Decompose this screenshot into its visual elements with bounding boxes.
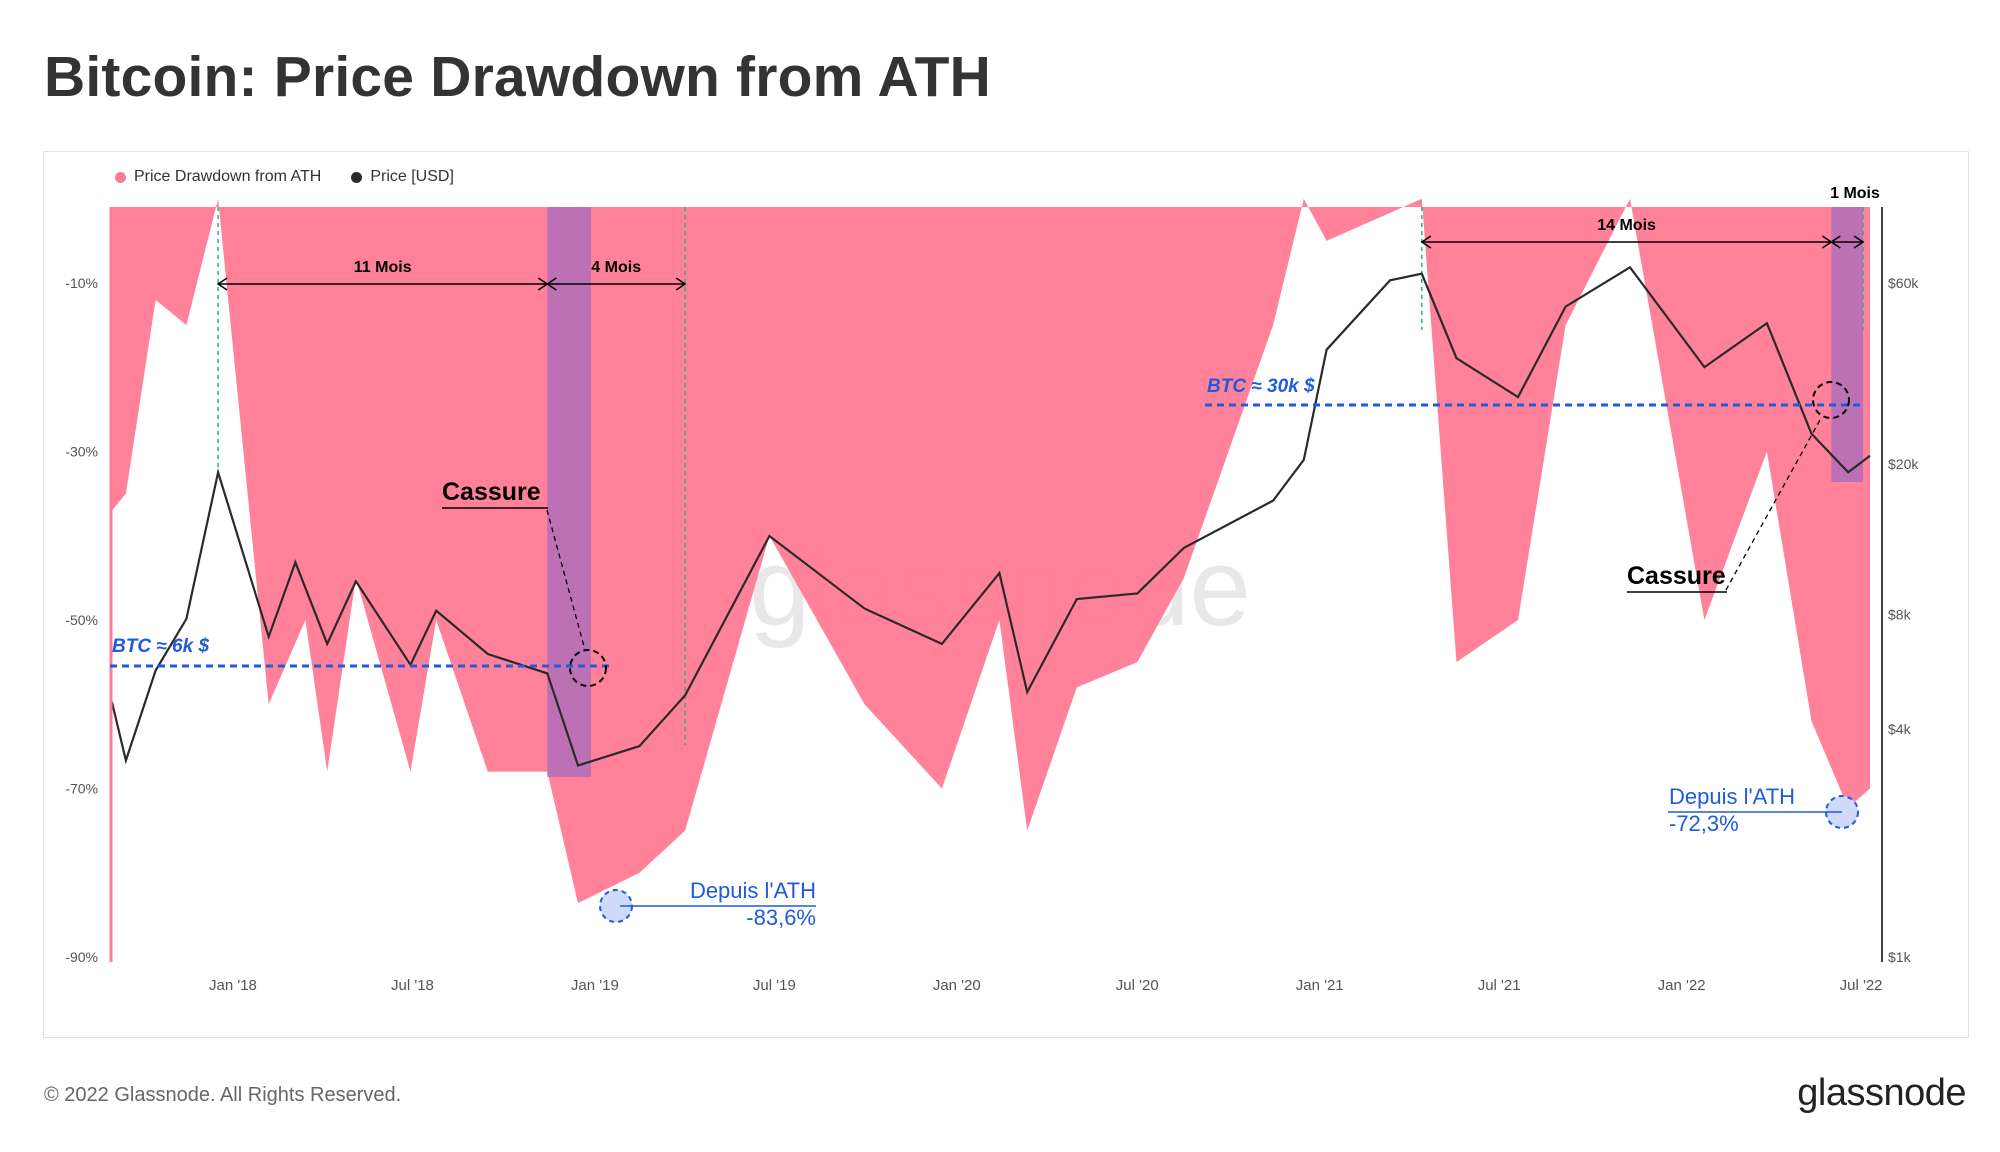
legend-dot-price <box>351 171 363 183</box>
legend-dot-drawdown <box>115 171 126 183</box>
x-tick-label: Jul '20 <box>1116 977 1159 994</box>
y-right-tick-label: $60k <box>1888 275 1919 291</box>
y-right-tick-label: $4k <box>1888 721 1912 737</box>
ath-label-line1: Depuis l'ATH <box>1669 784 1795 809</box>
x-tick-label: Jan '21 <box>1296 977 1344 994</box>
x-tick-label: Jan '20 <box>933 977 981 994</box>
arrow-head <box>216 277 228 291</box>
y-right-tick-label: $1k <box>1888 949 1912 965</box>
copyright-footer: © 2022 Glassnode. All Rights Reserved. <box>44 1084 402 1106</box>
glassnode-logo: glassnode <box>1797 1072 1966 1114</box>
arrow-head <box>545 277 557 291</box>
legend-item-drawdown[interactable]: Price Drawdown from ATH <box>115 168 321 186</box>
drawdown-area <box>112 198 1870 904</box>
y-right-tick-label: $20k <box>1888 456 1919 472</box>
page-title: Bitcoin: Price Drawdown from ATH <box>44 45 991 109</box>
highlight-band-2 <box>1831 207 1864 482</box>
price-line <box>110 265 1871 767</box>
y-left-tick-label: -50% <box>65 612 98 628</box>
y-right-tick-label: $8k <box>1888 607 1912 623</box>
x-tick-label: Jan '18 <box>209 977 257 994</box>
cassure-label: Cassure <box>1627 562 1726 590</box>
x-tick-label: Jul '22 <box>1840 977 1883 994</box>
breakout-circle <box>1812 381 1850 419</box>
highlight-band-1 <box>547 207 591 777</box>
x-tick-label: Jul '21 <box>1478 977 1521 994</box>
duration-label: 4 Mois <box>591 259 641 276</box>
x-tick-label: Jul '19 <box>753 977 796 994</box>
arrow-head <box>675 277 687 291</box>
legend-label-price: Price [USD] <box>370 168 454 185</box>
x-tick-label: Jan '22 <box>1658 977 1706 994</box>
duration-label: 11 Mois <box>354 259 412 276</box>
y-left-tick-label: -10% <box>65 275 98 291</box>
arrow-head <box>1853 235 1865 249</box>
btc-level-label: BTC ≈ 30k $ <box>1207 376 1315 397</box>
duration-label: 1 Mois <box>1830 185 1880 202</box>
duration-label: 14 Mois <box>1597 217 1656 234</box>
ath-label-line2: -72,3% <box>1669 811 1739 836</box>
arrow-head <box>1420 235 1432 249</box>
arrow-head <box>1829 235 1841 249</box>
cassure-pointer <box>546 509 586 651</box>
y-left-tick-label: -70% <box>65 781 98 797</box>
y-left-tick-label: -30% <box>65 444 98 460</box>
legend-label-drawdown: Price Drawdown from ATH <box>134 168 322 185</box>
breakout-circle <box>569 649 607 687</box>
legend: Price Drawdown from ATH Price [USD] <box>115 168 454 186</box>
ath-label-line1: Depuis l'ATH <box>690 878 816 903</box>
x-tick-label: Jul '18 <box>391 977 434 994</box>
cassure-label: Cassure <box>442 478 541 506</box>
legend-item-price[interactable]: Price [USD] <box>351 168 454 186</box>
ath-label-line2: -83,6% <box>746 905 816 930</box>
y-left-tick-label: -90% <box>65 949 98 965</box>
x-tick-label: Jan '19 <box>571 977 619 994</box>
btc-level-label: BTC ≈ 6k $ <box>112 636 209 657</box>
